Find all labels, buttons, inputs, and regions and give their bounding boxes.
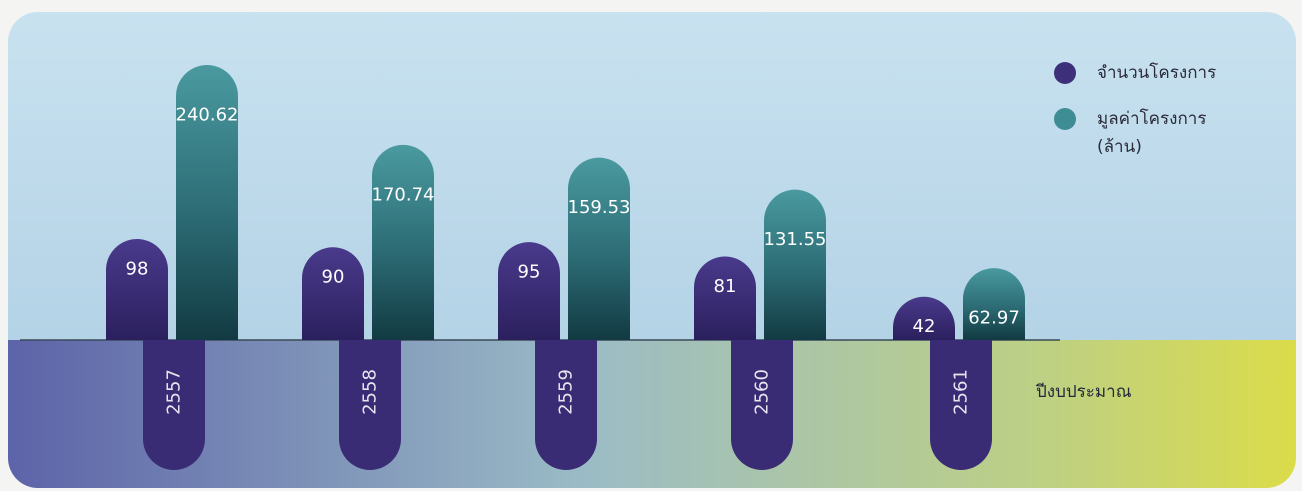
- data-label-value: 159.53: [568, 197, 631, 218]
- bar-count: [498, 242, 560, 340]
- data-label-value: 62.97: [968, 308, 1020, 329]
- x-tick-label: 2559: [556, 369, 577, 415]
- bar-value: [372, 144, 434, 340]
- data-label-value: 131.55: [764, 229, 827, 250]
- year-pill: [339, 340, 401, 470]
- bar-count: [694, 256, 756, 340]
- legend-label-value-unit: (ล้าน): [1097, 137, 1142, 157]
- legend-swatch-value: [1054, 108, 1076, 130]
- year-pill: [731, 340, 793, 470]
- data-label-count: 81: [714, 276, 737, 297]
- bar-count: [302, 247, 364, 340]
- year-pill: [143, 340, 205, 470]
- x-tick-label: 2557: [164, 369, 185, 415]
- legend-label-count: จำนวนโครงการ: [1097, 63, 1217, 83]
- data-label-count: 98: [126, 259, 149, 280]
- bar-value: [568, 157, 630, 340]
- bar-count: [893, 296, 955, 340]
- year-pill: [535, 340, 597, 470]
- x-tick-label: 2561: [951, 369, 972, 415]
- bar-count: [106, 239, 168, 340]
- data-label-value: 170.74: [372, 184, 435, 205]
- legend-swatch-count: [1054, 62, 1076, 84]
- bar-value: [764, 189, 826, 340]
- data-label-value: 240.62: [176, 105, 239, 126]
- data-label-count: 42: [913, 316, 936, 337]
- x-tick-label: 2558: [360, 369, 381, 415]
- bar-value: [963, 268, 1025, 340]
- data-label-count: 90: [322, 267, 345, 288]
- ground-band: [8, 340, 1296, 488]
- legend-label-value: มูลค่าโครงการ: [1097, 109, 1207, 129]
- bar-value: [176, 65, 238, 340]
- data-label-count: 95: [518, 262, 541, 283]
- x-axis-title: ปีงบประมาณ: [1036, 382, 1132, 402]
- x-tick-label: 2560: [752, 369, 773, 415]
- year-pill: [930, 340, 992, 470]
